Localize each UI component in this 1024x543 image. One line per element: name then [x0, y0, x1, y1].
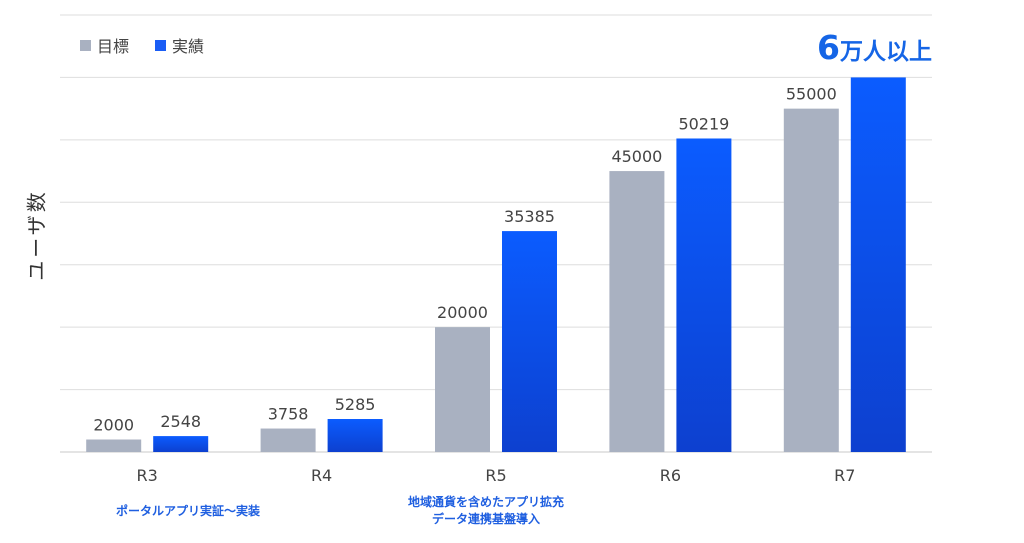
data-label-actual-r6: 50219	[678, 114, 729, 133]
data-label-actual-r4: 5285	[335, 395, 376, 414]
callout-text: 万人以上	[839, 39, 932, 65]
bar-actual-r3	[153, 436, 209, 452]
legend-item-actual: 実績	[155, 33, 204, 57]
bar-target-r7	[783, 108, 839, 453]
data-labels: 2000 2548 3758 5285 20000 35385 45000 50219 5500…	[93, 85, 836, 435]
data-label-actual-r5: 35385	[504, 207, 555, 226]
grid-lines	[60, 14, 932, 453]
callout-6man: 6万人以上	[817, 28, 932, 67]
data-label-target-r5: 20000	[437, 303, 488, 322]
note-r5-line-2: データ連携基盤導入	[431, 512, 541, 526]
x-tick-r7: R7	[834, 466, 855, 485]
bar-actual-r6	[676, 138, 732, 452]
note-r5-line-1: 地域通貨を含めたアプリ拡充	[407, 495, 565, 509]
bar-actual-r4	[327, 419, 383, 452]
x-tick-r5: R5	[485, 466, 506, 485]
note-r3: ポータルアプリ実証〜実装	[116, 503, 260, 520]
x-tick-r3: R3	[137, 466, 158, 485]
note-r5: 地域通貨を含めたアプリ拡充 データ連携基盤導入	[408, 494, 564, 528]
legend-swatch-actual	[155, 39, 167, 51]
legend-item-target: 目標	[80, 33, 129, 57]
data-label-target-r4: 3758	[268, 405, 309, 424]
x-tick-r4: R4	[311, 466, 332, 485]
legend-swatch-target	[80, 39, 91, 51]
legend: 目標 実績	[80, 33, 204, 57]
bar-target-r6	[609, 171, 665, 453]
y-axis-label: ユーザ数	[24, 189, 49, 281]
legend-label-target: 目標	[97, 37, 130, 56]
data-label-target-r7: 55000	[786, 85, 837, 104]
bar-actual-r7	[850, 77, 906, 452]
note-r3-line-1: ポータルアプリ実証〜実装	[115, 504, 261, 518]
callout-number: 6	[817, 28, 840, 67]
data-label-target-r6: 45000	[611, 147, 662, 166]
legend-label-actual: 実績	[172, 37, 205, 56]
data-label-actual-r3: 2548	[160, 412, 201, 431]
bar-actual-r5	[502, 231, 557, 452]
bars	[86, 77, 906, 453]
bar-target-r3	[86, 439, 142, 452]
data-label-target-r3: 2000	[93, 416, 134, 435]
bar-target-r4	[260, 428, 316, 452]
x-tick-r6: R6	[660, 466, 681, 485]
bar-target-r5	[435, 327, 490, 452]
x-tick-labels: R3 R4 R5 R6 R7	[137, 466, 856, 485]
